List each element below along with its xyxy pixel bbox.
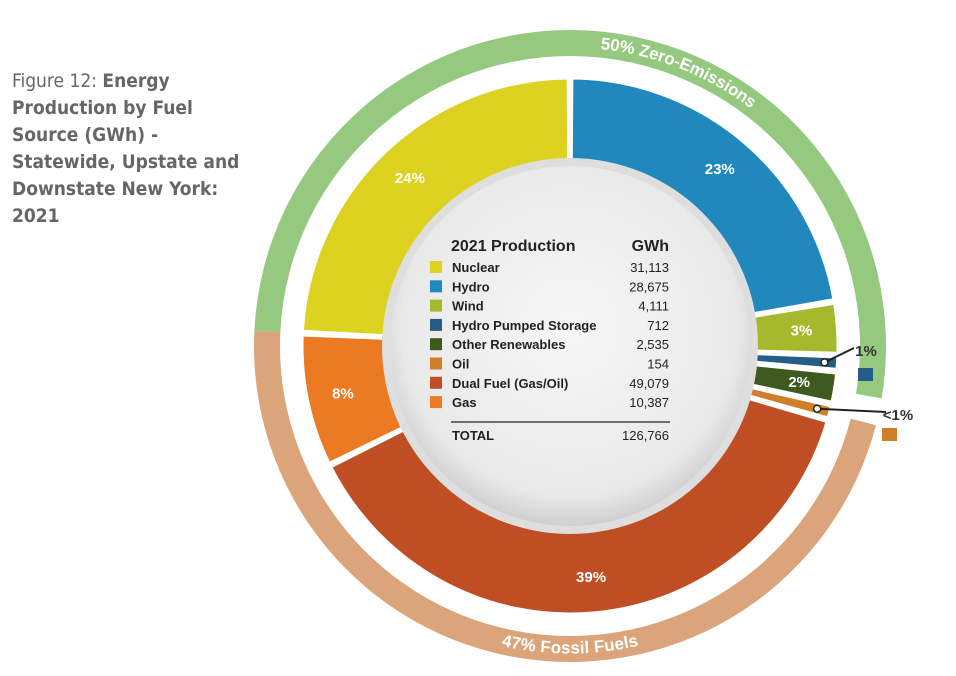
legend-value: 31,113 bbox=[630, 260, 669, 275]
callout-label-oil: <1% bbox=[883, 407, 913, 424]
legend-table: 2021 Production GWh Nuclear 31,113 Hydro 28,6… bbox=[430, 238, 670, 443]
slice-label-dual-fuel-gas-oil: 39% bbox=[576, 569, 606, 586]
center-disc bbox=[390, 166, 750, 526]
legend-item-other-renewables: Other Renewables 2,535 bbox=[430, 337, 669, 352]
legend-item-oil: Oil 154 bbox=[430, 357, 669, 372]
legend-swatch bbox=[430, 280, 442, 293]
legend-label: Dual Fuel (Gas/Oil) bbox=[452, 376, 568, 391]
callout-line-oil bbox=[817, 407, 887, 413]
slice-label-gas: 8% bbox=[332, 386, 354, 403]
legend-total-value: 126,766 bbox=[622, 428, 669, 443]
labels-group: 23% 3% 2% 39% 8% 24% 1% <1% bbox=[332, 161, 913, 586]
legend-value: 154 bbox=[647, 357, 669, 372]
callout-label-hydro-pumped-storage: 1% bbox=[855, 343, 877, 360]
legend-item-hydro: Hydro 28,675 bbox=[430, 279, 669, 294]
legend-item-nuclear: Nuclear 31,113 bbox=[430, 260, 669, 275]
legend-value-header: GWh bbox=[632, 238, 669, 255]
legend-label: Nuclear bbox=[452, 260, 500, 275]
callout-dot-hydro-pumped-storage bbox=[820, 358, 829, 367]
legend-label: Other Renewables bbox=[452, 337, 565, 352]
slice-label-nuclear: 24% bbox=[395, 170, 425, 187]
legend-value: 712 bbox=[647, 318, 669, 333]
figure-caption: Figure 12: Energy Production by Fuel Sou… bbox=[12, 68, 247, 230]
legend-title: 2021 Production bbox=[451, 238, 575, 255]
legend-swatch bbox=[430, 318, 442, 331]
callout-line-hydro-pumped-storage bbox=[824, 347, 855, 364]
legend-item-hydro-pumped-storage: Hydro Pumped Storage 712 bbox=[430, 318, 669, 333]
legend-value: 10,387 bbox=[629, 395, 669, 410]
callout-swatch-hydro-pumped-storage bbox=[858, 368, 873, 381]
legend-value: 4,111 bbox=[638, 299, 669, 314]
legend-swatch bbox=[430, 396, 442, 409]
slice-label-hydro: 23% bbox=[705, 161, 735, 178]
legend-swatch bbox=[430, 299, 442, 312]
legend-label: Wind bbox=[452, 299, 484, 314]
legend-label: Oil bbox=[452, 357, 469, 372]
legend-swatch bbox=[430, 376, 442, 389]
legend-item-dual-fuel-gas-oil: Dual Fuel (Gas/Oil) 49,079 bbox=[430, 376, 669, 391]
legend-label: Hydro bbox=[452, 279, 490, 294]
callout-dot-oil bbox=[812, 404, 822, 413]
legend-total-label: TOTAL bbox=[452, 428, 494, 443]
legend-label: Gas bbox=[452, 395, 477, 410]
legend-value: 49,079 bbox=[629, 376, 669, 391]
legend-swatch bbox=[430, 338, 442, 351]
legend-value: 28,675 bbox=[629, 279, 669, 294]
legend-value: 2,535 bbox=[636, 337, 669, 352]
slice-label-wind: 3% bbox=[791, 323, 813, 340]
ring-label-fossil-fuels: 47% Fossil Fuels bbox=[500, 631, 639, 657]
legend-swatch bbox=[430, 261, 442, 273]
callout-swatch-oil bbox=[882, 428, 897, 441]
slice-label-other-renewables: 2% bbox=[788, 374, 810, 391]
caption-title: Energy Production by Fuel Source (GWh) -… bbox=[12, 70, 240, 227]
legend-swatch bbox=[430, 357, 442, 370]
legend-item-gas: Gas 10,387 bbox=[430, 395, 669, 410]
legend-item-wind: Wind 4,111 bbox=[430, 299, 669, 314]
legend-label: Hydro Pumped Storage bbox=[452, 318, 596, 333]
caption-prefix: Figure 12: bbox=[12, 70, 103, 92]
